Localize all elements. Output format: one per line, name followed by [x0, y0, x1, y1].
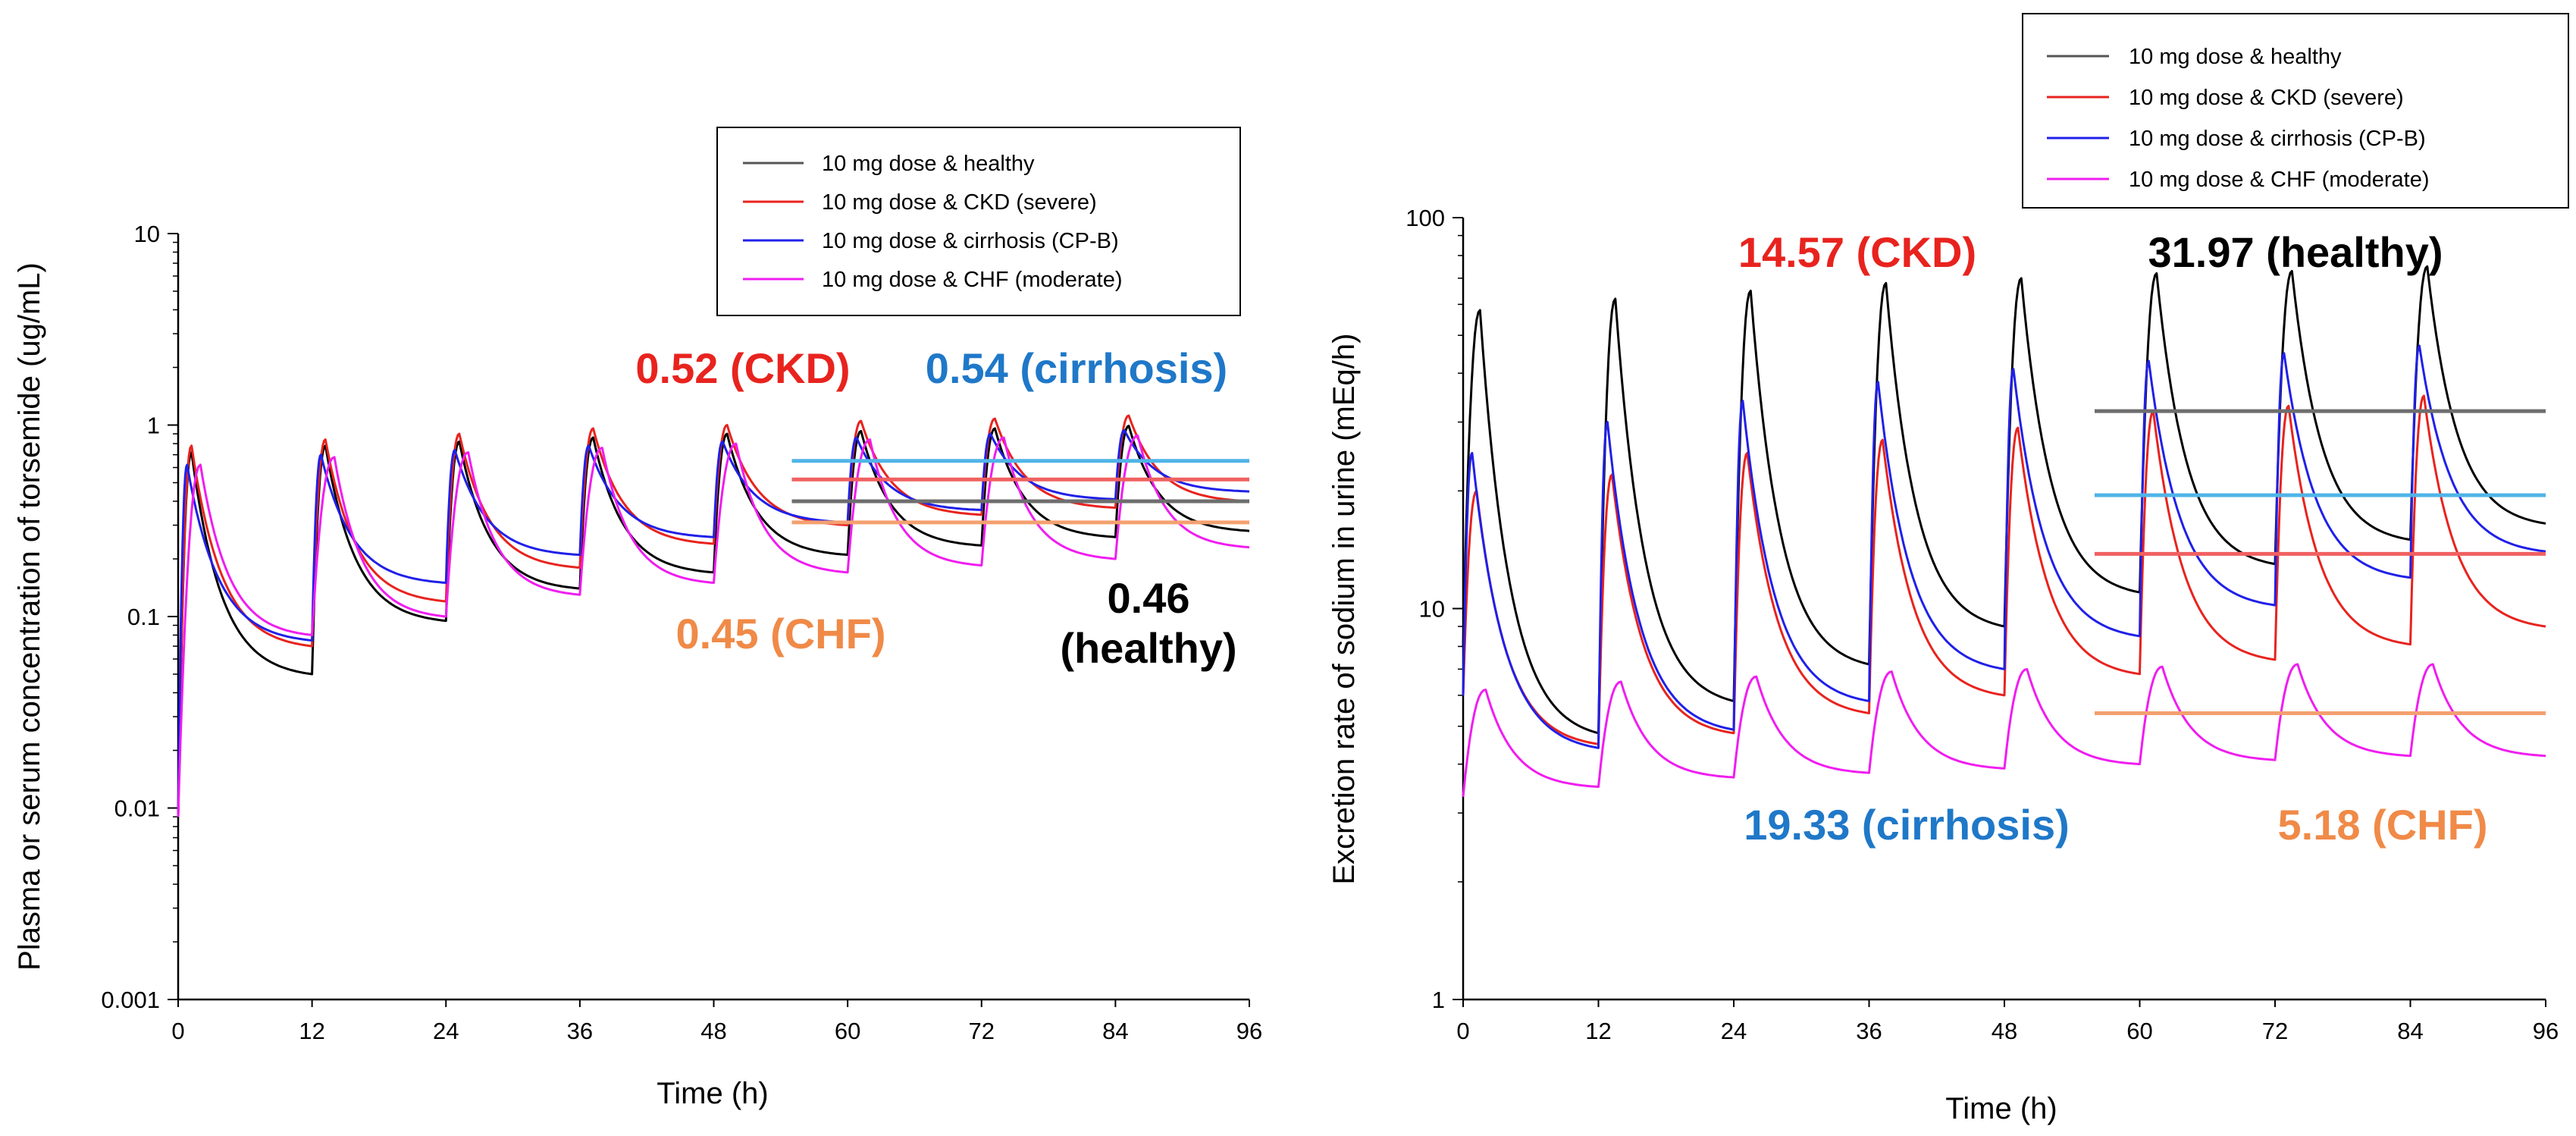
series-line-cirrhosis: [177, 428, 1250, 817]
x-tick-label: 60: [2126, 1018, 2152, 1044]
legend-label-chf: 10 mg dose & CHF (moderate): [822, 268, 1122, 292]
x-tick-label: 0: [1456, 1018, 1469, 1044]
annotation-healthy: (healthy): [1060, 624, 1236, 672]
annotation-cirrhosis: 0.54 (cirrhosis): [926, 344, 1227, 392]
legend-box: [2022, 13, 2569, 209]
annotation-chf: 0.45 (CHF): [676, 610, 886, 657]
y-tick-label: 0.01: [114, 796, 160, 822]
x-tick-label: 72: [2262, 1018, 2288, 1044]
annotation-healthy: 31.97 (healthy): [2148, 228, 2443, 276]
annotation-ckd: 14.57 (CKD): [1738, 228, 1976, 276]
annotation-healthy: 0.46: [1108, 574, 1190, 622]
x-tick-label: 96: [2533, 1018, 2559, 1044]
y-tick-label: 100: [1406, 205, 1445, 231]
legend-label-ckd: 10 mg dose & CKD (severe): [2129, 86, 2404, 110]
x-tick-label: 84: [1102, 1018, 1128, 1044]
x-tick-label: 48: [700, 1018, 726, 1044]
chart-panel-urine_sodium: 0 12 24 36 48 60 72 84 96 1 10 100 Excretion rate of…: [1327, 13, 2569, 1125]
y-axis-title: Excretion rate of sodium in urine (mEq/h…: [1327, 334, 1361, 885]
y-tick-label: 0.001: [101, 987, 160, 1013]
legend-label-healthy: 10 mg dose & healthy: [2129, 45, 2342, 69]
annotation-ckd: 0.52 (CKD): [635, 344, 850, 392]
x-axis-title: Time (h): [657, 1077, 768, 1110]
x-tick-label: 84: [2397, 1018, 2423, 1044]
series-line-chf: [1462, 663, 2546, 797]
y-tick-label: 10: [1419, 596, 1445, 623]
x-tick-label: 72: [969, 1018, 995, 1044]
x-tick-label: 96: [1236, 1018, 1262, 1044]
x-tick-label: 12: [299, 1018, 324, 1044]
series-line-chf: [177, 435, 1250, 817]
y-axis-title: Plasma or serum concentration of torsemi…: [13, 262, 46, 971]
legend-label-chf: 10 mg dose & CHF (moderate): [2129, 168, 2429, 192]
y-tick-label: 1: [147, 413, 160, 439]
series-line-cirrhosis: [1462, 344, 2546, 749]
x-tick-label: 36: [567, 1018, 593, 1044]
chart-panel-plasma: 0 12 24 36 48 60 72 84 96 0.001 0.01 0.1 1 10 Plasma o…: [13, 127, 1262, 1110]
legend-box: [716, 127, 1241, 316]
legend: 10 mg dose & healthy 10 mg dose & CKD (se…: [716, 127, 1241, 316]
legend-label-cirrhosis: 10 mg dose & cirrhosis (CP-B): [2129, 127, 2426, 151]
legend-label-cirrhosis: 10 mg dose & cirrhosis (CP-B): [822, 229, 1119, 253]
x-tick-label: 48: [1992, 1018, 2017, 1044]
annotation-chf: 5.18 (CHF): [2278, 801, 2488, 849]
y-tick-label: 0.1: [127, 604, 160, 630]
annotation-cirrhosis: 19.33 (cirrhosis): [1744, 801, 2070, 849]
series-line-ckd: [1462, 394, 2546, 745]
x-tick-label: 24: [433, 1018, 459, 1044]
legend-label-ckd: 10 mg dose & CKD (severe): [822, 190, 1097, 215]
y-tick-label: 10: [134, 221, 160, 247]
x-tick-label: 0: [171, 1018, 184, 1044]
x-tick-label: 36: [1856, 1018, 1882, 1044]
x-tick-label: 24: [1721, 1018, 1747, 1044]
legend-label-healthy: 10 mg dose & healthy: [822, 152, 1035, 176]
x-tick-label: 12: [1585, 1018, 1611, 1044]
y-tick-label: 1: [1432, 987, 1445, 1013]
legend: 10 mg dose & healthy 10 mg dose & CKD (se…: [2022, 13, 2569, 209]
x-tick-label: 60: [835, 1018, 860, 1044]
x-axis-title: Time (h): [1945, 1092, 2057, 1125]
